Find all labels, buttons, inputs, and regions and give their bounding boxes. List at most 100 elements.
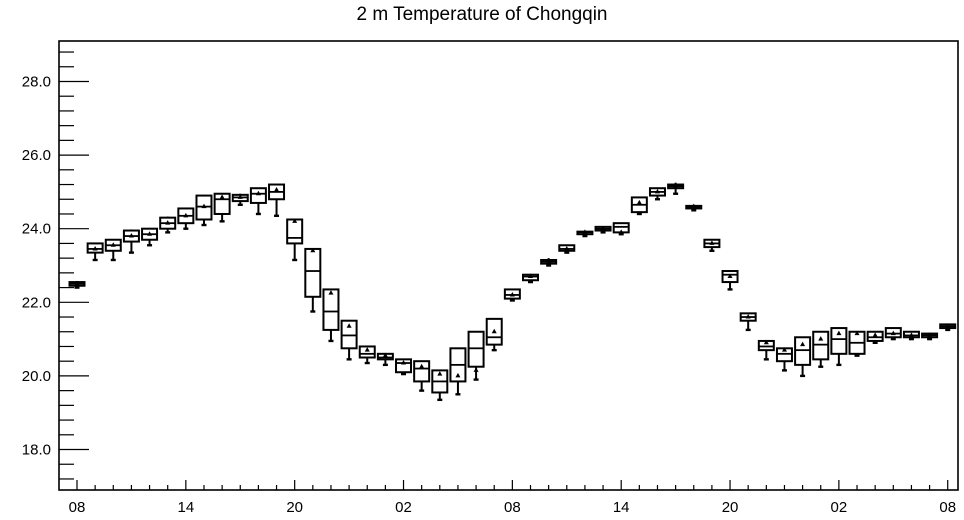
box-group: [685, 203, 703, 212]
y-tick-label: 22.0: [22, 294, 51, 311]
x-tick-label: 08: [504, 499, 521, 516]
box-group: [358, 345, 376, 365]
mean-marker: [328, 290, 334, 295]
mean-marker: [237, 194, 243, 199]
x-tick-label: 08: [69, 499, 86, 516]
mean-marker: [165, 220, 171, 225]
box-group: [322, 288, 340, 343]
mean-marker: [346, 323, 352, 328]
plot-frame: [58, 40, 959, 491]
x-tick-label: 02: [395, 499, 412, 516]
box-group: [376, 352, 394, 367]
mean-marker: [364, 347, 370, 352]
mean-marker: [564, 245, 570, 251]
box-group: [141, 227, 159, 247]
mean-marker: [836, 330, 842, 336]
box-group: [648, 187, 666, 201]
box-group: [522, 273, 539, 284]
mean-marker: [727, 273, 733, 279]
y-tick-label: 24.0: [22, 221, 51, 238]
box-group: [104, 238, 122, 262]
x-tick-label: 08: [939, 499, 956, 516]
box-group: [939, 323, 957, 332]
box-group: [231, 193, 249, 206]
mean-marker: [147, 231, 153, 236]
box-iqr: [467, 330, 485, 368]
mean-marker: [292, 218, 298, 223]
y-tick-label: 26.0: [22, 147, 51, 164]
box-group: [667, 182, 685, 195]
box-group: [739, 312, 757, 332]
box-group: [213, 192, 231, 223]
box-iqr: [286, 218, 304, 245]
mean-marker: [654, 188, 660, 194]
box-group: [286, 218, 304, 262]
mean-marker: [781, 347, 787, 352]
y-tick-label: 20.0: [22, 368, 51, 385]
mean-marker: [92, 245, 98, 251]
mean-marker: [419, 363, 425, 369]
box-series: [68, 182, 957, 402]
mean-marker: [274, 187, 280, 192]
mean-marker: [128, 233, 134, 238]
box-group: [576, 229, 594, 238]
mean-marker: [709, 240, 715, 245]
mean-marker: [310, 247, 316, 253]
box-group: [68, 280, 86, 289]
chart-title: 2 m Temperature of Chongqin: [356, 4, 608, 25]
mean-marker: [382, 352, 388, 358]
x-tick-label: 20: [286, 499, 303, 516]
x-tick-label: 14: [177, 499, 194, 516]
box-group: [485, 317, 503, 352]
box-group: [703, 238, 721, 252]
box-group: [395, 358, 413, 376]
box-group: [304, 247, 322, 313]
x-tick-label: 20: [722, 499, 739, 516]
box-group: [612, 222, 630, 236]
box-group: [921, 332, 939, 341]
mean-marker: [582, 229, 588, 234]
mean-marker: [945, 323, 951, 328]
box-group: [431, 369, 449, 402]
box-iqr: [322, 288, 340, 331]
mean-marker: [745, 314, 751, 319]
box-iqr: [830, 327, 848, 355]
mean-marker: [473, 367, 479, 372]
box-group: [467, 330, 485, 381]
box-group: [884, 327, 902, 341]
y-tick-label: 28.0: [22, 73, 51, 90]
box-iqr: [358, 345, 376, 359]
mean-marker: [509, 291, 515, 297]
mean-marker: [927, 332, 933, 337]
x-tick-label: 14: [613, 499, 630, 516]
mean-marker: [401, 360, 407, 365]
box-group: [503, 288, 521, 302]
box-group: [830, 327, 848, 367]
mean-marker: [110, 242, 116, 247]
mean-marker: [74, 280, 80, 286]
x-tick-label: 02: [831, 499, 848, 516]
box-group: [866, 330, 884, 344]
box-group: [449, 347, 467, 396]
box-iqr: [304, 247, 322, 298]
mean-marker: [618, 229, 624, 234]
box-group: [340, 319, 358, 361]
box-iqr: [812, 330, 830, 361]
box-iqr: [413, 360, 431, 383]
box-group: [86, 242, 104, 262]
box-group: [159, 216, 177, 234]
mean-marker: [818, 336, 824, 341]
mean-marker: [437, 371, 443, 376]
mean-marker: [183, 212, 189, 218]
box-iqr: [794, 336, 812, 366]
x-axis: 08 14 20 02 08 14 20 02 08: [69, 480, 956, 516]
mean-marker: [673, 183, 679, 188]
box-group: [794, 336, 812, 378]
mean-marker: [908, 332, 914, 337]
y-axis: 28.0 26.0 24.0 22.0 20.0 18.0: [22, 51, 89, 480]
box-group: [558, 244, 576, 254]
box-group: [594, 225, 612, 234]
box-iqr: [340, 319, 358, 350]
mean-marker: [854, 330, 860, 336]
